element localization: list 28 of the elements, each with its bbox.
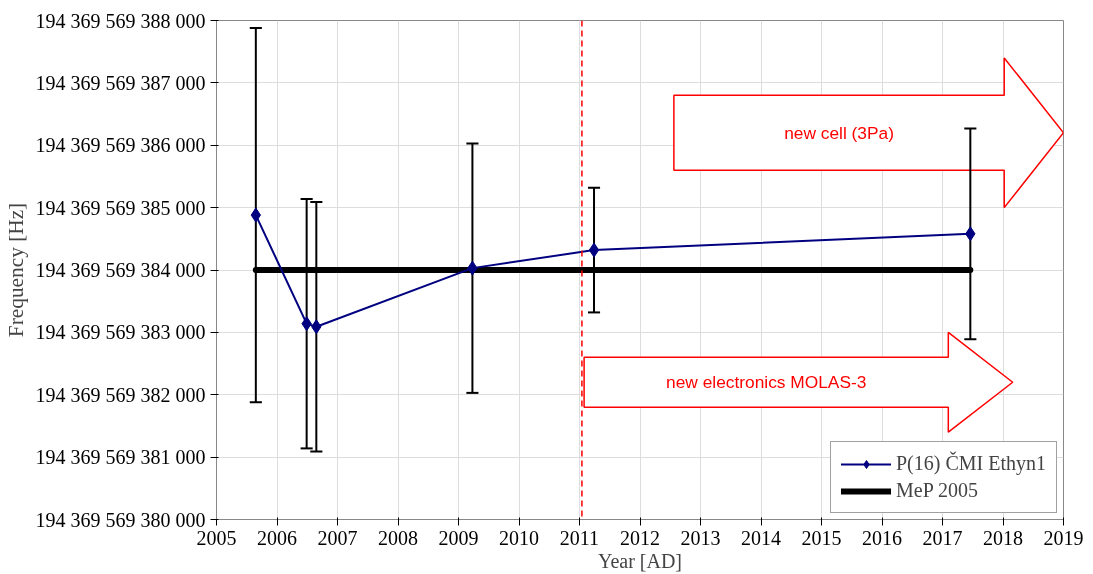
- x-tick-label: 2006: [257, 526, 297, 549]
- x-tick-label: 2007: [317, 526, 358, 549]
- x-tick-label: 2013: [680, 526, 721, 549]
- x-tick-label: 2018: [983, 526, 1023, 549]
- legend-label: MeP 2005: [896, 479, 979, 502]
- y-tick-label: 194 369 569 385 000: [35, 196, 206, 219]
- y-axis-title: Frequency [Hz]: [3, 202, 28, 338]
- y-tick-label: 194 369 569 381 000: [35, 446, 206, 469]
- x-tick-label: 2008: [378, 526, 418, 549]
- legend-label: P(16) ČMI Ethyn1: [896, 452, 1046, 475]
- y-tick-label: 194 369 569 386 000: [35, 134, 206, 157]
- x-tick-label: 2011: [559, 526, 600, 549]
- y-tick-label: 194 369 569 388 000: [35, 9, 206, 32]
- x-axis-title: Year [AD]: [597, 549, 683, 572]
- annotation: new cell (3Pa): [784, 122, 894, 143]
- y-tick-label: 194 369 569 383 000: [35, 321, 206, 344]
- x-tick-label: 2015: [801, 526, 842, 549]
- x-tick-label: 2016: [862, 526, 902, 549]
- y-tick-label: 194 369 569 384 000: [35, 259, 206, 281]
- x-tick-label: 2010: [499, 526, 539, 549]
- x-tick-label: 2012: [620, 526, 660, 549]
- annotation: new electronics MOLAS-3: [666, 372, 867, 393]
- x-tick-label: 2009: [438, 526, 479, 549]
- x-tick-label: 2019: [1043, 526, 1084, 549]
- y-tick-label: 194 369 569 387 000: [35, 71, 206, 94]
- x-tick-label: 2014: [741, 526, 781, 549]
- x-tick-label: 2017: [922, 526, 963, 549]
- y-tick-label: 194 369 569 382 000: [35, 383, 206, 406]
